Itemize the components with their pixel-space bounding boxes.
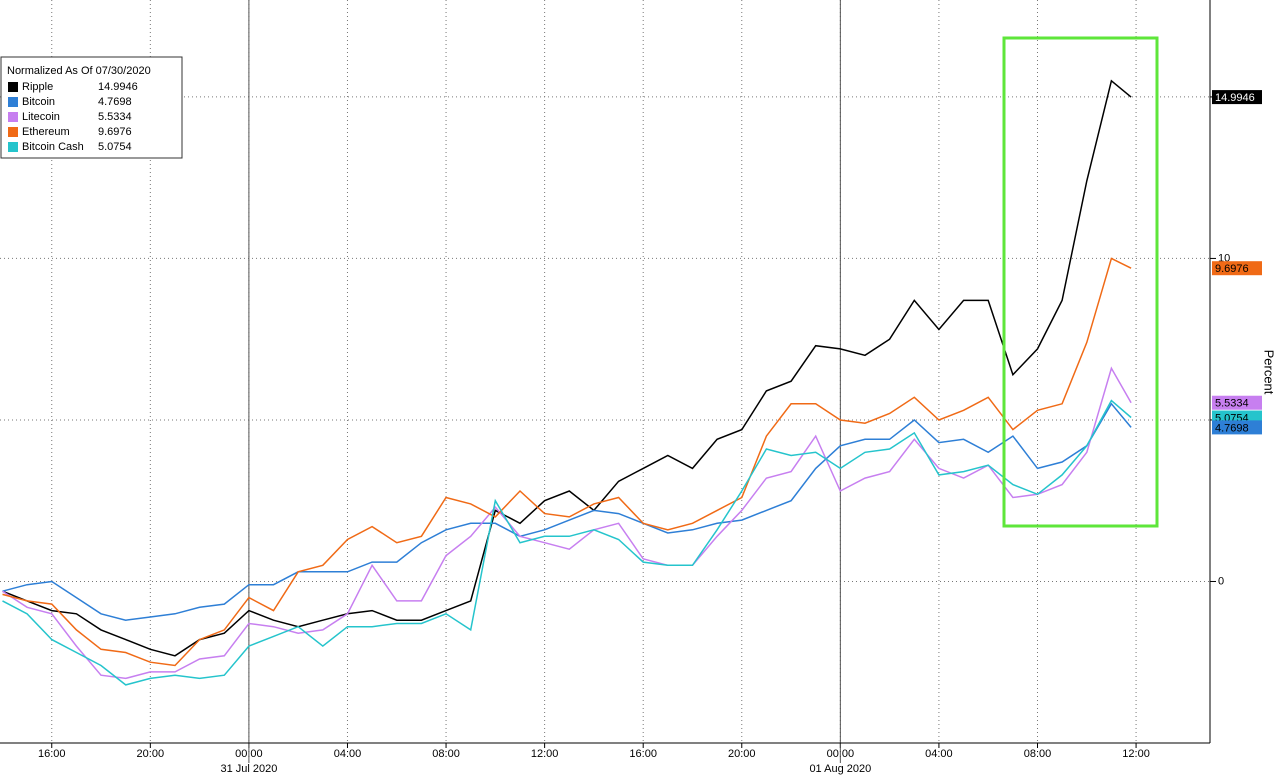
series-line [2, 79, 1132, 657]
legend-label: Bitcoin [22, 96, 55, 108]
legend-value: 5.0754 [98, 141, 132, 153]
legend-label: Litecoin [22, 111, 60, 123]
legend: Normalized As Of 07/30/2020 Ripple 14.9946… [0, 56, 183, 159]
legend-swatch [8, 82, 18, 92]
x-tick-label: 12:00 [1122, 748, 1150, 760]
series-line [2, 399, 1132, 686]
y-tick-label: 0 [1218, 575, 1224, 587]
legend-swatch [8, 142, 18, 152]
legend-label: Bitcoin Cash [22, 141, 84, 153]
legend-value: 9.6976 [98, 126, 132, 138]
legend-swatch [8, 127, 18, 137]
series-line [2, 402, 1132, 621]
value-tag-label: 4.7698 [1215, 422, 1249, 434]
highlight-box [1002, 36, 1159, 528]
value-tag-label: 9.6976 [1215, 263, 1249, 275]
value-tag [1212, 420, 1262, 435]
x-tick-label: 16:00 [629, 748, 657, 760]
x-tick-label: 20:00 [137, 748, 165, 760]
value-tag [1212, 261, 1262, 276]
legend-box [0, 56, 183, 159]
x-tick-label: 04:00 [334, 748, 362, 760]
x-tick-label: 12:00 [531, 748, 559, 760]
legend-title: Normalized As Of 07/30/2020 [7, 65, 151, 77]
legend-label: Ethereum [22, 126, 70, 138]
x-day-label: 01 Aug 2020 [809, 763, 871, 775]
x-day-label: 31 Jul 2020 [220, 763, 277, 775]
x-tick-label: 08:00 [432, 748, 460, 760]
value-tag [1212, 395, 1262, 410]
y-axis-label: Percent [1262, 350, 1277, 395]
value-tag-label: 5.5334 [1215, 398, 1249, 410]
legend-swatch [8, 112, 18, 122]
legend-swatch [8, 97, 18, 107]
value-tag [1212, 90, 1262, 105]
x-tick-label: 16:00 [38, 748, 66, 760]
legend-value: 14.9946 [98, 81, 138, 93]
series-line [2, 366, 1132, 680]
legend-value: 5.5334 [98, 111, 132, 123]
value-tag-label: 14.9946 [1215, 92, 1255, 104]
x-tick-label: 08:00 [1024, 748, 1052, 760]
x-tick-label: 20:00 [728, 748, 756, 760]
legend-label: Ripple [22, 81, 53, 93]
legend-value: 4.7698 [98, 96, 132, 108]
x-tick-label: 04:00 [925, 748, 953, 760]
series-line [2, 257, 1132, 667]
